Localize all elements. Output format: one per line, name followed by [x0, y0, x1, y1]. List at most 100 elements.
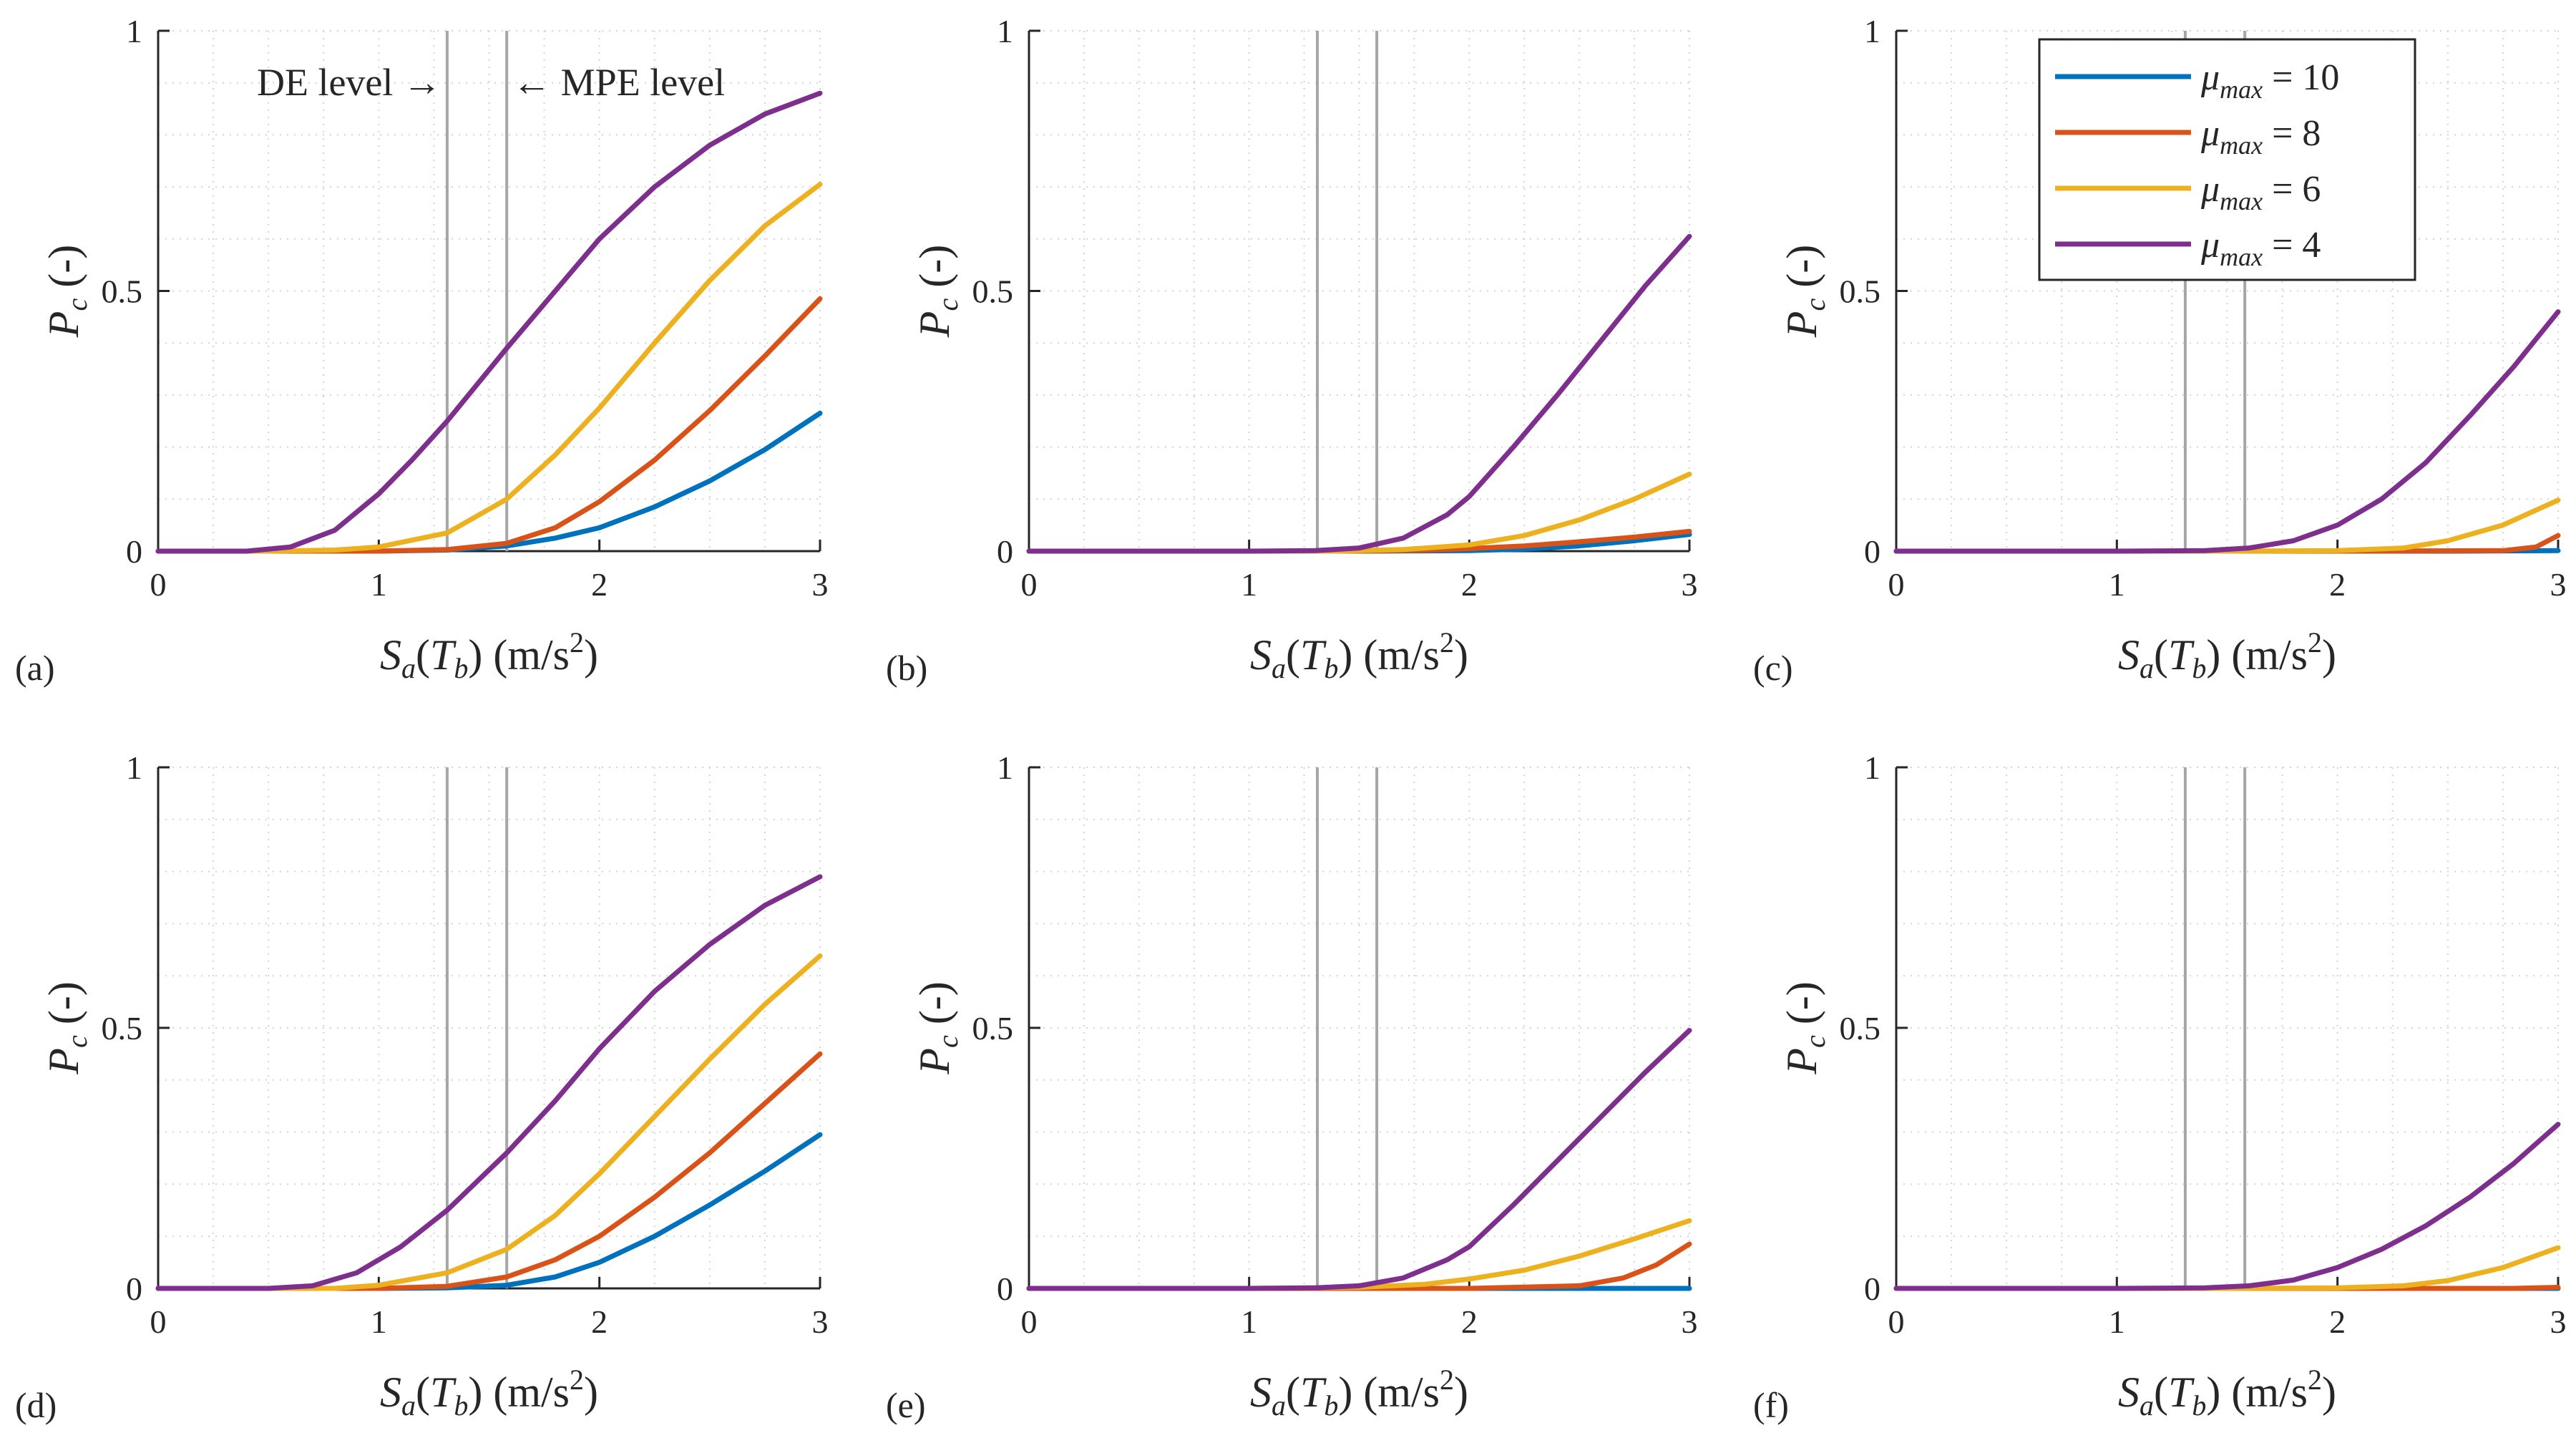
x-tick-label: 1 [2109, 566, 2125, 603]
x-label-paren: ( [1286, 1369, 1300, 1416]
x-axis-label: Sa(Tb) (m/s2) [380, 626, 598, 684]
x-label-main2: T [1300, 631, 1327, 679]
x-label-sub2: b [454, 1389, 468, 1422]
x-tick-label: 0 [1021, 566, 1038, 603]
x-label-units-sup: 2 [2308, 626, 2322, 659]
y-tick-label: 1 [997, 13, 1013, 49]
y-tick-label: 0 [126, 533, 142, 570]
x-label-units-close: ) [584, 1369, 598, 1416]
legend-entry-label: μmax = 8 [2200, 113, 2321, 160]
y-tick-label: 0.5 [102, 1010, 143, 1046]
x-axis-label: Sa(Tb) (m/s2) [380, 1364, 598, 1422]
x-label-units-close: ) [2322, 631, 2336, 679]
x-label-main: S [2118, 1369, 2140, 1416]
x-label-main: S [380, 631, 401, 679]
x-label-paren: ( [416, 631, 430, 679]
x-label-paren-close: ) [2206, 631, 2220, 679]
legend-value: = 8 [2263, 113, 2321, 154]
x-tick-label: 0 [150, 1303, 167, 1340]
y-tick-label: 1 [1864, 749, 1880, 786]
y-label-main: P [1778, 311, 1825, 339]
y-label-rest: (-) [1778, 981, 1825, 1035]
legend-symbol: μ [2200, 225, 2220, 266]
de-level-annotation: DE level → [257, 61, 441, 104]
x-label-units-close: ) [2322, 1369, 2336, 1416]
y-tick-label: 1 [1864, 13, 1880, 49]
y-tick-label: 0.5 [1840, 273, 1881, 310]
x-label-units: (m/s [482, 631, 570, 679]
y-axis-label: Pc (-) [40, 981, 93, 1074]
series-line-mu-max-6 [155, 953, 823, 1291]
legend-sub: max [2220, 75, 2263, 104]
x-tick-label: 3 [1682, 566, 1698, 603]
x-tick-label: 3 [812, 1303, 829, 1340]
x-tick-label: 2 [2329, 566, 2346, 603]
y-label-sub: c [61, 298, 93, 311]
x-label-units-sup: 2 [2308, 1364, 2322, 1396]
y-tick-label: 0 [126, 1270, 142, 1307]
y-label-sub: c [1799, 1035, 1831, 1048]
y-tick-label: 1 [997, 749, 1013, 786]
x-label-sub: a [2140, 1389, 2154, 1422]
y-axis-label: Pc (-) [911, 245, 964, 338]
y-label-sub: c [61, 1035, 93, 1048]
y-label-rest: (-) [1778, 245, 1825, 298]
x-label-main2: T [430, 631, 457, 679]
x-tick-label: 3 [2550, 566, 2567, 603]
y-label-rest: (-) [911, 245, 958, 298]
panel-label: (a) [15, 648, 55, 688]
x-label-main2: T [2168, 1369, 2195, 1416]
x-label-main2: T [2168, 631, 2195, 679]
x-label-units: (m/s [2220, 631, 2308, 679]
y-axis-label: Pc (-) [1778, 981, 1831, 1074]
y-label-main: P [1778, 1048, 1825, 1075]
legend-value: = 10 [2263, 57, 2339, 98]
legend-box [2038, 38, 2416, 281]
panel-label: (d) [15, 1385, 57, 1425]
x-label-paren-close: ) [1338, 631, 1352, 679]
series-line-mu-max-4 [155, 90, 823, 554]
y-axis-label: Pc (-) [1778, 245, 1831, 338]
x-label-main: S [2118, 631, 2140, 679]
x-label-units-sup: 2 [1440, 626, 1454, 659]
x-tick-label: 1 [371, 1303, 387, 1340]
x-tick-label: 2 [1461, 1303, 1478, 1340]
legend-sub: max [2220, 243, 2263, 271]
y-label-rest: (-) [40, 981, 87, 1035]
x-tick-label: 2 [591, 1303, 608, 1340]
x-label-sub2: b [2192, 652, 2206, 684]
y-tick-label: 0.5 [102, 273, 143, 310]
x-label-sub: a [1272, 652, 1286, 684]
x-axis-label: Sa(Tb) (m/s2) [1250, 1364, 1468, 1422]
y-label-sub: c [932, 298, 964, 311]
x-tick-label: 2 [591, 566, 608, 603]
x-label-sub: a [2140, 652, 2154, 684]
series-line-mu-max-6 [1893, 1245, 2561, 1291]
x-tick-label: 3 [2550, 1303, 2567, 1340]
x-axis-label: Sa(Tb) (m/s2) [2118, 1364, 2336, 1422]
x-tick-label: 1 [1241, 566, 1257, 603]
x-label-units-sup: 2 [570, 1364, 584, 1396]
x-label-sub: a [401, 652, 416, 684]
x-label-main: S [380, 1369, 401, 1416]
panel-label: (b) [886, 648, 927, 688]
x-label-paren-close: ) [468, 631, 482, 679]
legend-entry-label: μmax = 4 [2200, 225, 2321, 271]
x-tick-label: 1 [371, 566, 387, 603]
y-tick-label: 0 [997, 533, 1013, 570]
x-label-units: (m/s [1352, 1369, 1440, 1416]
legend-entry-label: μmax = 10 [2200, 57, 2339, 104]
y-label-sub: c [932, 1035, 964, 1048]
x-label-paren: ( [1286, 631, 1300, 679]
panel-label: (e) [886, 1385, 926, 1425]
x-label-units-close: ) [1454, 631, 1468, 679]
x-tick-label: 0 [150, 566, 167, 603]
x-label-paren: ( [2154, 631, 2168, 679]
mpe-level-annotation: ← MPE level [512, 61, 725, 104]
